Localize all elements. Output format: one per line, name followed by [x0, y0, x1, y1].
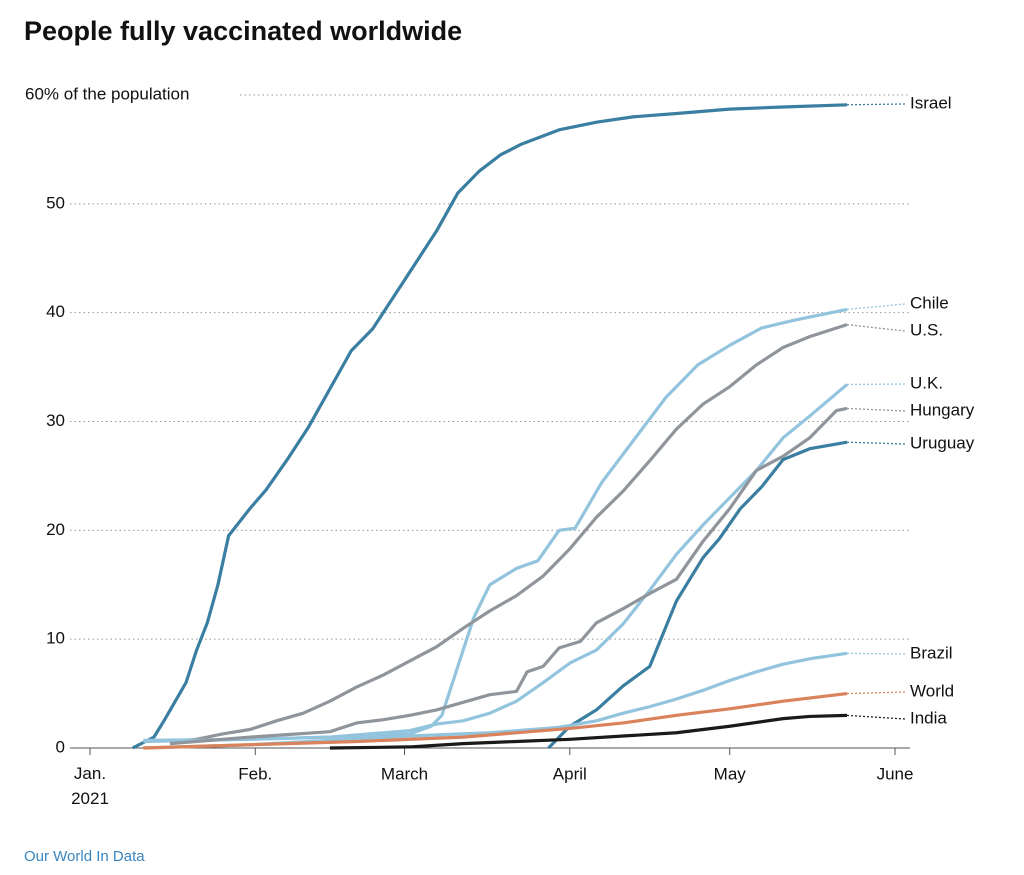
- series-line: [131, 103, 848, 750]
- source: Our World In Data: [24, 848, 145, 865]
- leader-line: [847, 691, 906, 695]
- x-tick-label: May: [714, 764, 747, 783]
- series-label: U.K.: [910, 373, 943, 392]
- series-line: [143, 691, 848, 750]
- y-tick-label: 30: [46, 411, 65, 430]
- series-label: Israel: [910, 93, 952, 112]
- leader-line: [847, 103, 906, 106]
- x-tick-label: Feb.: [238, 764, 272, 783]
- leader-line: [846, 714, 906, 720]
- series-line: [143, 307, 848, 742]
- leader-line: [846, 441, 906, 445]
- chart-title: People fully vaccinated worldwide: [24, 16, 462, 46]
- series-label: U.S.: [910, 320, 943, 339]
- series-label: Brazil: [910, 643, 953, 662]
- series-label: Hungary: [910, 400, 975, 419]
- x-tick-label: April: [553, 764, 587, 783]
- leader-line: [846, 323, 906, 332]
- y-tick-label: 50: [46, 193, 65, 212]
- x-tick-label: June: [877, 764, 914, 783]
- series-label: India: [910, 708, 947, 727]
- series-line: [143, 383, 849, 744]
- series-line: [547, 440, 848, 750]
- y-tick-label: 20: [46, 520, 65, 539]
- series-label: World: [910, 681, 954, 700]
- series-line: [169, 323, 848, 745]
- leader-line: [847, 652, 906, 655]
- x-tick-label: March: [381, 764, 428, 783]
- series-line: [329, 713, 848, 750]
- leader-line: [846, 407, 906, 412]
- series-label: Chile: [910, 293, 949, 312]
- series-line: [143, 651, 848, 750]
- series-line: [169, 406, 848, 746]
- series-label: Uruguay: [910, 433, 975, 452]
- leader-line: [846, 303, 906, 311]
- x-tick-label: Jan. 2021: [71, 764, 109, 808]
- y-tick-label: 10: [46, 629, 65, 648]
- y-tick-label: 40: [46, 302, 65, 321]
- y-tick-label: 0: [56, 737, 65, 756]
- y-tick-label: 60% of the population: [25, 84, 189, 103]
